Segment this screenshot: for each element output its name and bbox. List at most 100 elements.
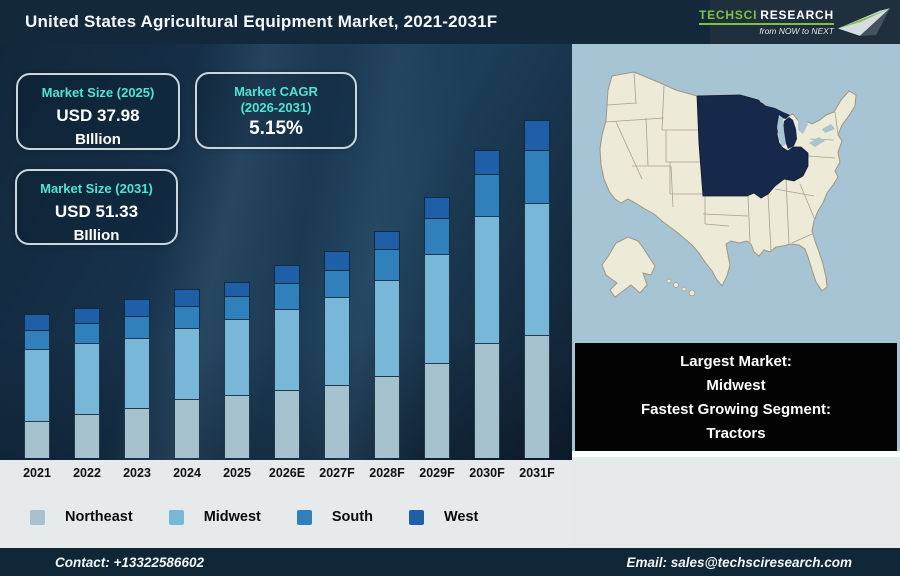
stat-value: USD 37.98 (56, 106, 140, 125)
axis-label-2030F: 2030F (469, 466, 505, 480)
bar-segment-northeast (524, 335, 550, 458)
footer-email: Email: sales@techsciresearch.com (626, 554, 852, 570)
bar-segment-west (374, 231, 400, 249)
bar-segment-west (74, 308, 100, 323)
bar-segment-northeast (324, 385, 350, 458)
bar-segment-northeast (224, 395, 250, 458)
x-axis-labels: 2021 2022 2023 2024 2025 2026E 2027F 2028F 2029F… (0, 460, 572, 486)
bar-segment-northeast (24, 421, 50, 458)
axis-label-2025: 2025 (223, 466, 251, 480)
stat-unit: BIllion (75, 131, 121, 148)
map-state-borders (604, 71, 839, 252)
bar-segment-west (174, 289, 200, 306)
bar-segment-south (224, 296, 250, 319)
map-hawaii (666, 278, 696, 297)
axis-label-2021: 2021 (23, 466, 51, 480)
bar-segment-south (474, 174, 500, 216)
bar-segment-west (224, 282, 250, 296)
logo-brand-primary: TechSci (698, 8, 758, 22)
map-michigan-up (766, 106, 790, 119)
stat-title: Market Size (2025) (41, 85, 155, 100)
largest-market-value: Midwest (706, 376, 766, 394)
bar-segment-south (174, 306, 200, 328)
us-map (572, 44, 900, 338)
map-panel: Largest Market: Midwest Fastest Growing … (572, 44, 900, 548)
bar-segment-northeast (124, 408, 150, 458)
content: Market Size (2025) USD 37.98 BIllion Mar… (0, 44, 900, 548)
logo-arrow-icon (838, 8, 890, 36)
legend-label-south: South (331, 509, 373, 525)
bar-segment-west (24, 314, 50, 330)
bar-segment-midwest (24, 349, 50, 421)
bar-segment-midwest (424, 254, 450, 363)
legend-item-northeast: Northeast (30, 509, 133, 525)
axis-label-2028F: 2028F (369, 466, 405, 480)
footer: Contact: +13322586602 Email: sales@techs… (0, 548, 900, 576)
bar-2028F (374, 231, 400, 458)
bar-2030F (474, 150, 500, 458)
legend-swatch-west (408, 509, 424, 525)
bar-segment-midwest (74, 343, 100, 414)
bar-segment-south (324, 270, 350, 297)
map-alaska (601, 236, 656, 298)
bar-segment-west (524, 120, 550, 150)
bar-segment-west (474, 150, 500, 174)
fastest-segment-value: Tractors (706, 424, 766, 442)
largest-market-label: Largest Market: (680, 352, 792, 370)
bar-segment-midwest (474, 216, 500, 343)
bar-segment-northeast (374, 376, 400, 458)
axis-label-2029F: 2029F (419, 466, 455, 480)
logo-text: TechSci Research from NOW to NEXT (698, 8, 834, 36)
techsci-logo: TechSci Research from NOW to NEXT (698, 0, 900, 44)
logo-tagline: from NOW to NEXT (759, 26, 834, 36)
map-great-lakes (760, 99, 835, 147)
bar-2027F (324, 251, 350, 458)
bar-segment-midwest (274, 309, 300, 390)
bar-segment-midwest (324, 297, 350, 385)
stat-box-market-cagr: Market CAGR (2026-2031) 5.15% (195, 72, 357, 149)
stat-title: Market Size (2031) (40, 181, 153, 196)
axis-label-2026E: 2026E (268, 466, 306, 480)
logo-brand-secondary: Research (760, 8, 834, 22)
stat-unit: BIllion (73, 227, 120, 244)
bar-segment-northeast (74, 414, 100, 458)
bar-segment-south (524, 150, 550, 203)
fastest-segment-label: Fastest Growing Segment: (640, 400, 832, 418)
logo-brand: TechSci Research (698, 8, 834, 25)
divider (572, 451, 900, 457)
bar-segment-midwest (174, 328, 200, 399)
bar-2022 (74, 308, 100, 458)
stat-title: Market CAGR (234, 84, 318, 99)
bar-segment-midwest (224, 319, 250, 395)
legend-label-west: West (443, 509, 479, 525)
map-michigan-mitt (783, 117, 797, 149)
bar-segment-midwest (374, 280, 400, 376)
bar-segment-northeast (274, 390, 300, 458)
bar-segment-south (124, 316, 150, 338)
bar-segment-northeast (424, 363, 450, 458)
stat-value: 5.15% (249, 118, 303, 139)
legend-item-south: South (296, 509, 373, 525)
bar-segment-west (274, 265, 300, 283)
right-filler (572, 457, 900, 548)
axis-label-2031F: 2031F (519, 466, 555, 480)
bar-segment-south (274, 283, 300, 309)
bar-segment-south (424, 218, 450, 254)
highlight-box: Largest Market: Midwest Fastest Growing … (575, 343, 897, 451)
bar-segment-midwest (524, 203, 550, 335)
bar-segment-south (374, 249, 400, 280)
bar-2026E (274, 265, 300, 458)
bar-2029F (424, 197, 450, 458)
stat-box-market-size-2031: Market Size (2031) USD 51.33 BIllion (15, 169, 178, 245)
chart-panel: Market Size (2025) USD 37.98 BIllion Mar… (0, 44, 572, 548)
page-title: United States Agricultural Equipment Mar… (25, 12, 498, 31)
bar-segment-northeast (174, 399, 200, 458)
header: United States Agricultural Equipment Mar… (0, 0, 900, 44)
bars (24, 120, 550, 460)
bar-segment-west (424, 197, 450, 218)
axis-label-2024: 2024 (173, 466, 201, 480)
chart-legend: Northeast Midwest South West (0, 486, 572, 548)
stat-value: USD 51.33 (54, 202, 139, 221)
axis-label-2023: 2023 (123, 466, 151, 480)
bar-segment-northeast (474, 343, 500, 458)
